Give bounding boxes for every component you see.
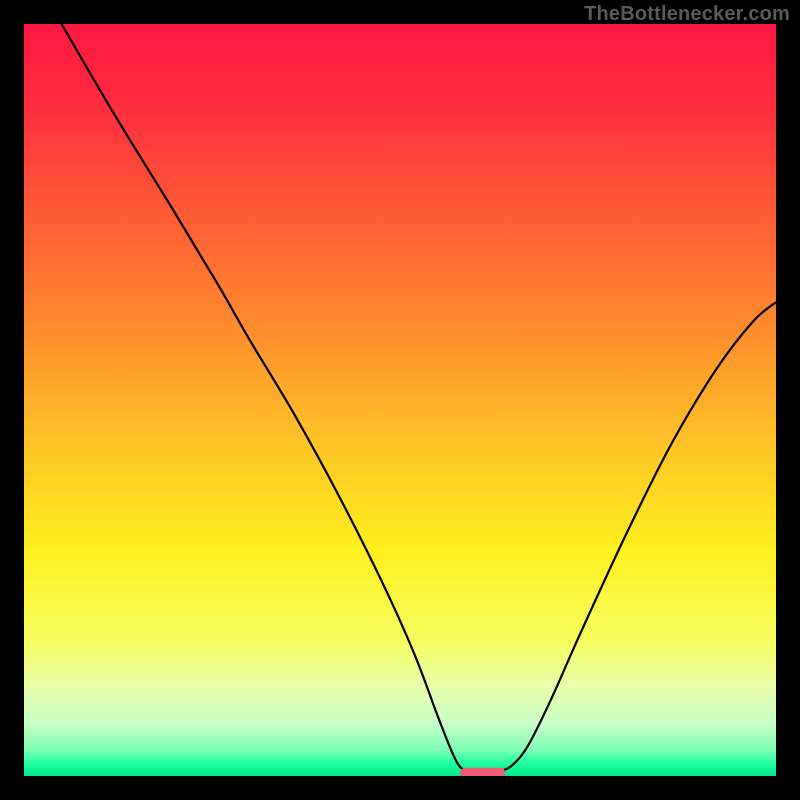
stage: TheBottlenecker.com [0, 0, 800, 800]
chart-background [24, 24, 776, 776]
watermark-text: TheBottlenecker.com [584, 3, 790, 26]
chart-svg [24, 24, 776, 776]
plot-area [24, 24, 776, 776]
bottleneck-marker [460, 768, 505, 776]
